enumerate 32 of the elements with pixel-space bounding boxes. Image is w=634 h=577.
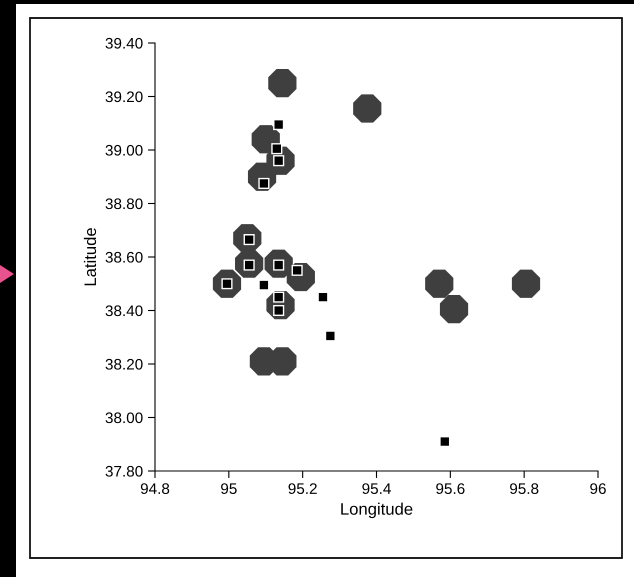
point xyxy=(273,292,284,303)
x-tick-label: 95.4 xyxy=(362,483,391,494)
y-tick-label: 38.40 xyxy=(106,305,143,316)
x-tick-label: 95.6 xyxy=(436,483,465,494)
x-tick-label: 96 xyxy=(590,483,606,494)
y-tick-label: 38.80 xyxy=(106,198,143,210)
point xyxy=(512,270,540,298)
x-axis-title: Longitude xyxy=(341,502,412,518)
point xyxy=(439,436,450,448)
y-tick-label: 38.60 xyxy=(106,252,143,263)
y-tick-label: 39.20 xyxy=(106,91,143,102)
point xyxy=(273,119,284,130)
point xyxy=(258,178,270,189)
point xyxy=(292,264,303,276)
point xyxy=(353,94,382,123)
point xyxy=(271,143,282,154)
y-tick-label: 38.20 xyxy=(106,358,143,370)
point xyxy=(317,292,329,303)
point xyxy=(440,295,468,324)
point xyxy=(268,69,296,98)
point xyxy=(258,280,270,291)
x-tick-label: 95 xyxy=(221,483,237,494)
x-tick-label: 95.2 xyxy=(288,483,317,494)
y-axis-title: Latitude xyxy=(84,228,96,286)
x-tick-label: 95.8 xyxy=(510,483,538,494)
y-tick-label: 39.00 xyxy=(106,144,143,156)
y-tick-label: 39.40 xyxy=(106,38,143,49)
y-tick-label: 37.80 xyxy=(106,466,143,477)
y-tick-label: 38.00 xyxy=(106,412,143,424)
point xyxy=(324,330,336,342)
point xyxy=(425,270,454,298)
x-tick-label: 94.8 xyxy=(140,483,170,494)
